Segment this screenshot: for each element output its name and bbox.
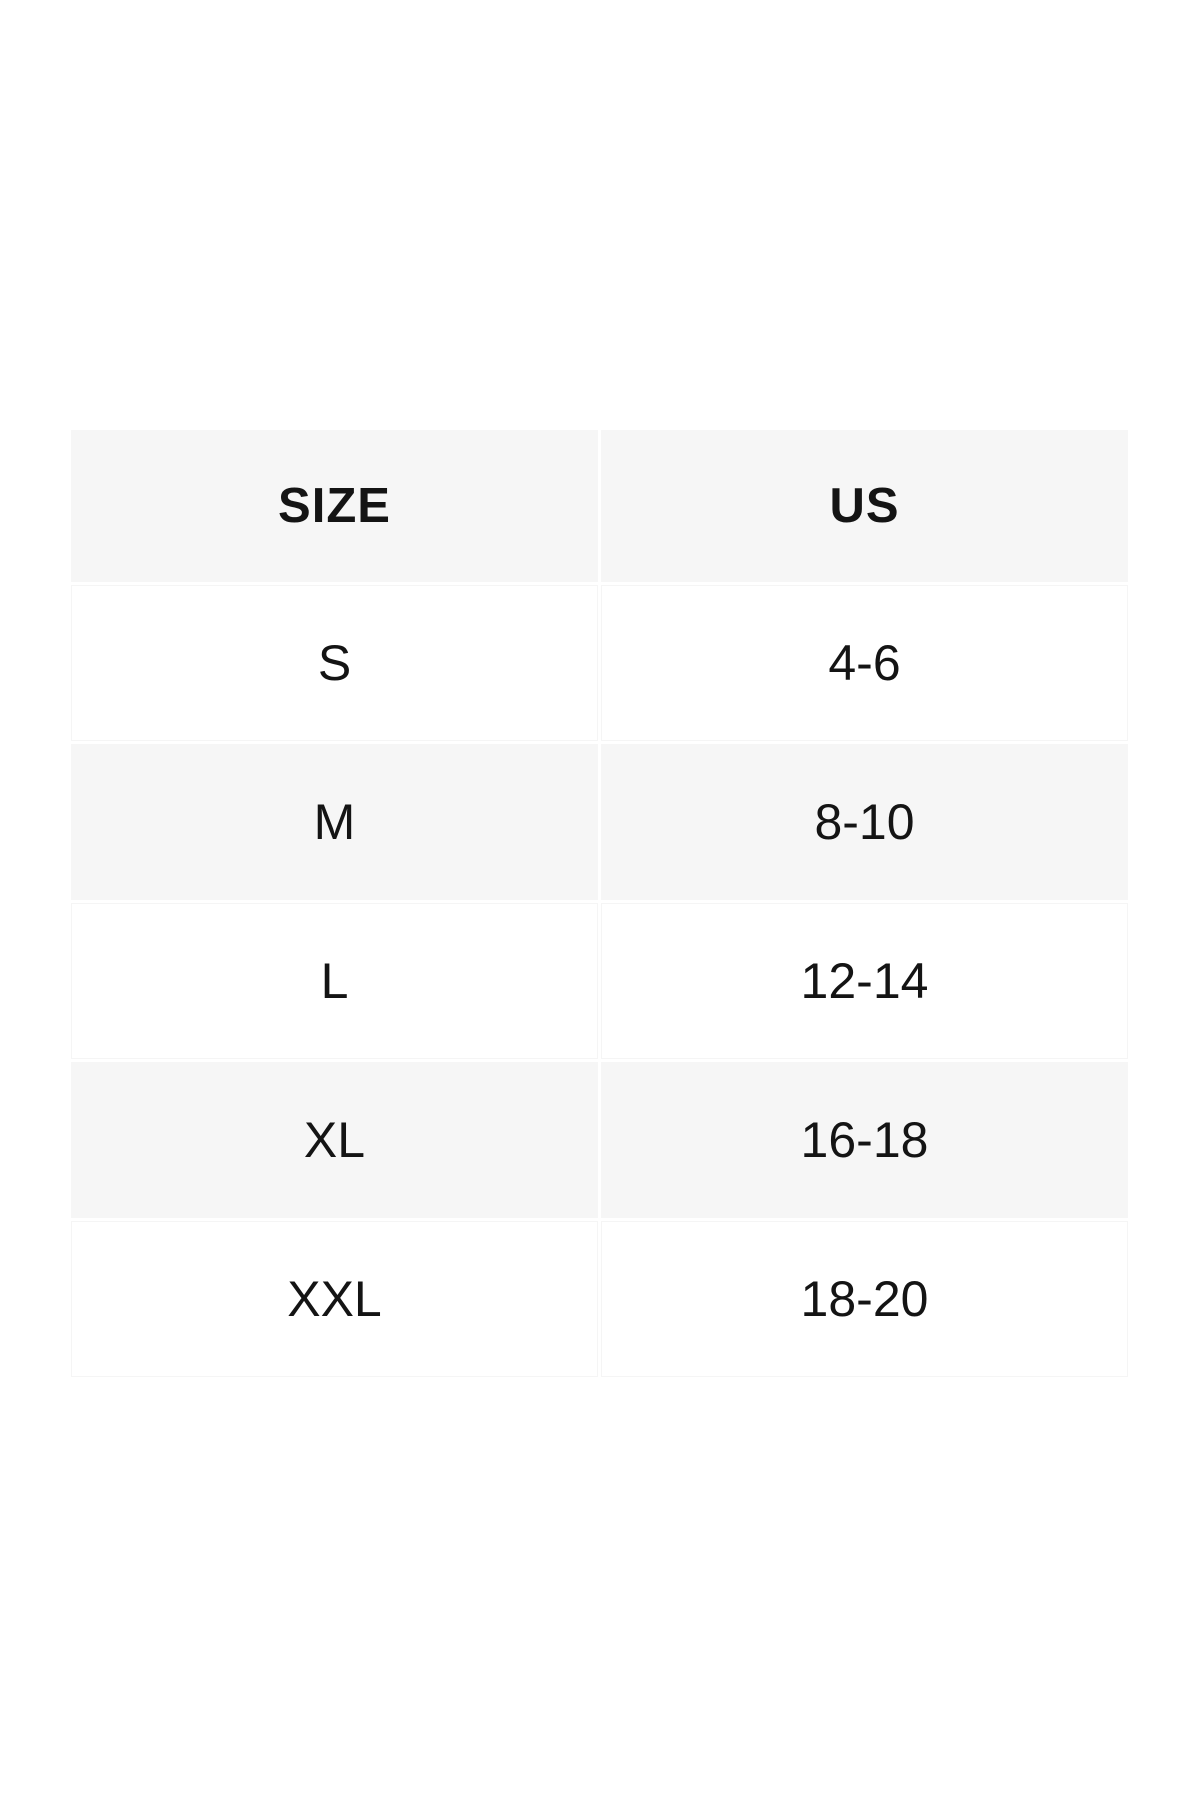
size-cell: XL [71,1062,598,1218]
table-header-row: SIZE US [71,430,1128,582]
header-cell-us: US [601,430,1128,582]
size-chart-table: SIZE US S 4-6 M 8-10 L 12-14 XL 16-18 XX… [71,430,1128,1377]
header-cell-size: SIZE [71,430,598,582]
size-cell: M [71,744,598,900]
us-value-cell: 16-18 [601,1062,1128,1218]
size-cell: L [71,903,598,1059]
size-cell: XXL [71,1221,598,1377]
us-value-cell: 18-20 [601,1221,1128,1377]
size-cell: S [71,585,598,741]
table-row: S 4-6 [71,585,1128,741]
us-value-cell: 8-10 [601,744,1128,900]
table-row: XL 16-18 [71,1062,1128,1218]
table-row: L 12-14 [71,903,1128,1059]
table-row: M 8-10 [71,744,1128,900]
us-value-cell: 12-14 [601,903,1128,1059]
table-row: XXL 18-20 [71,1221,1128,1377]
us-value-cell: 4-6 [601,585,1128,741]
